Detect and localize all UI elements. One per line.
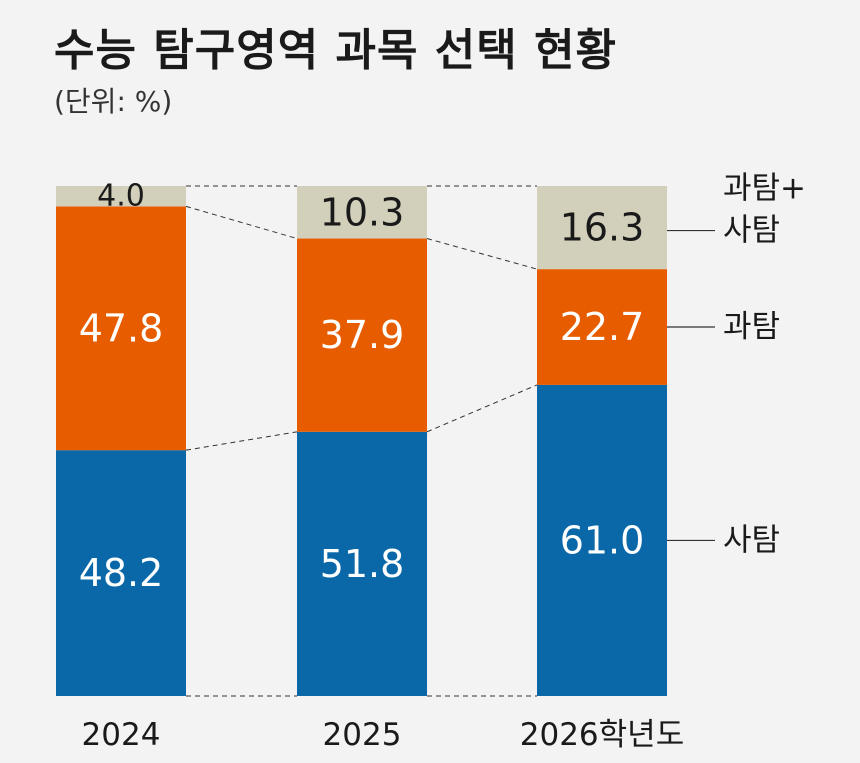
- connector-line: [185, 431, 298, 451]
- legend-label: 사탐: [723, 213, 780, 249]
- x-tick-label: 2026학년도: [520, 717, 684, 753]
- bar-segment: [537, 384, 667, 696]
- bar-segment: [297, 186, 427, 239]
- chart-title: 수능 탐구영역 과목 선택 현황: [54, 25, 618, 76]
- bar-segment: [537, 186, 667, 270]
- data-label: 51.8: [320, 542, 405, 586]
- connector-line: [426, 238, 538, 270]
- x-tick-label: 2024: [82, 717, 161, 753]
- legend-label: 과탐: [723, 309, 780, 345]
- bar-segment: [297, 238, 427, 432]
- unit-label: (단위: %): [54, 85, 173, 118]
- bar-segment: [56, 186, 186, 207]
- data-label: 16.3: [560, 206, 645, 250]
- bar-segment: [56, 450, 186, 696]
- x-tick-label: 2025: [323, 717, 402, 753]
- data-label: 22.7: [560, 305, 645, 349]
- legend-label: 사탐: [723, 522, 780, 558]
- data-label: 4.0: [97, 179, 145, 214]
- data-label: 10.3: [320, 190, 405, 234]
- bar-segment: [537, 269, 667, 385]
- data-label: 37.9: [320, 313, 405, 357]
- legend-label: 과탐+: [723, 171, 806, 207]
- bar-segment: [56, 206, 186, 451]
- data-label: 48.2: [79, 551, 164, 595]
- data-label: 47.8: [79, 306, 164, 350]
- data-label: 61.0: [560, 518, 645, 562]
- connector-line: [185, 205, 298, 240]
- connector-line: [426, 384, 538, 433]
- bar-segment: [297, 431, 427, 696]
